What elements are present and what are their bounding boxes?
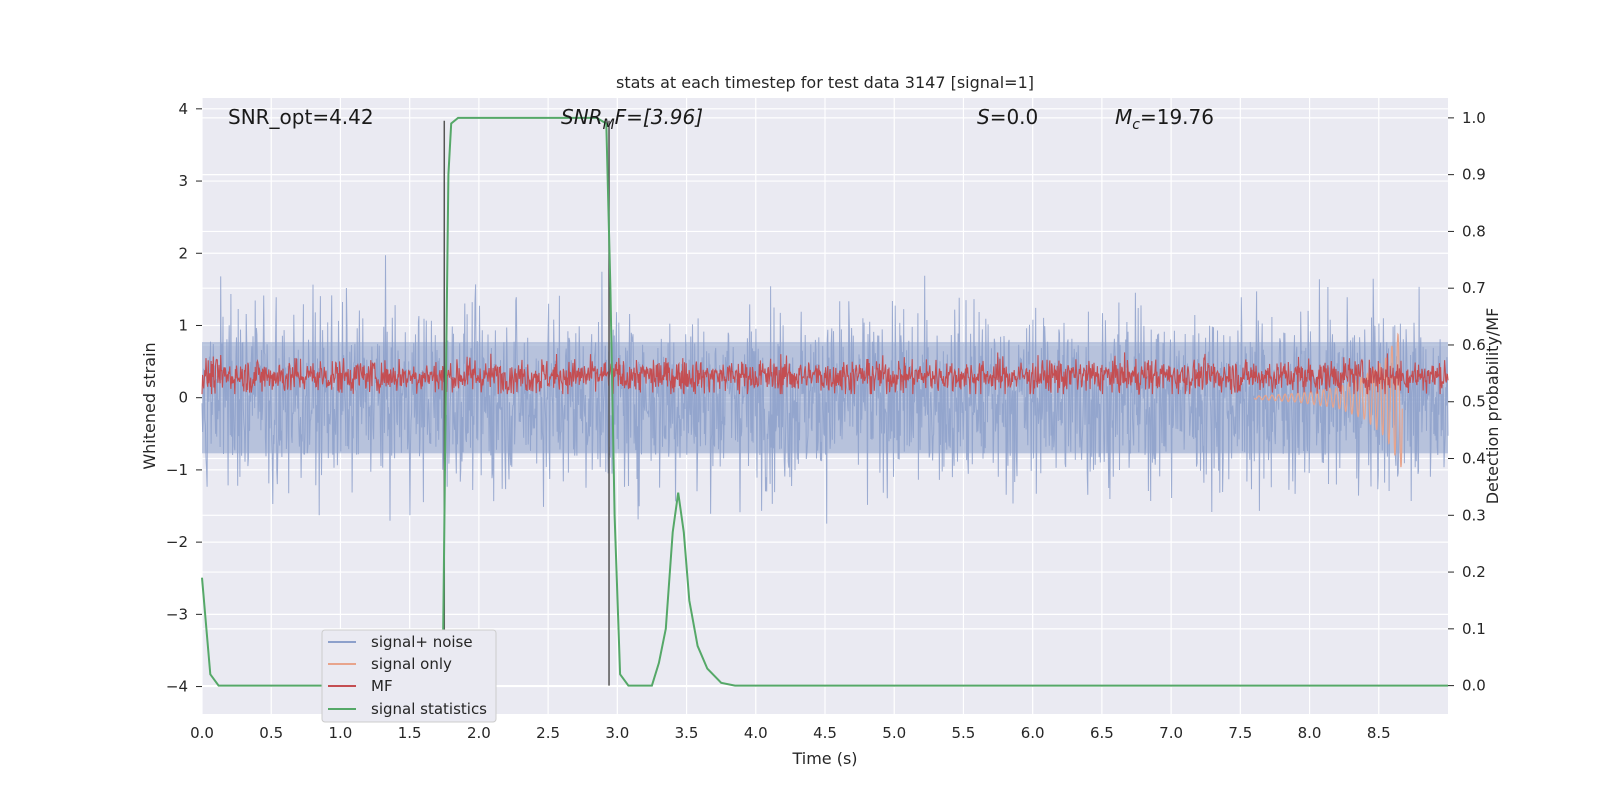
y2-tick-label: 0.8 (1462, 222, 1486, 240)
mf-series (201, 352, 1449, 395)
snr-mf-sub: M (603, 117, 615, 133)
signal-only-line (1253, 332, 1403, 468)
y-tick-label: −4 (166, 678, 188, 696)
legend-label-signal-noise: signal+ noise (371, 633, 473, 651)
s-rest: =0.0 (990, 105, 1039, 129)
signal-noise-series (201, 255, 1449, 524)
mf-line (201, 352, 1449, 395)
y-tick-label: −3 (166, 605, 188, 623)
x-tick-labels: 0.0 0.5 1.0 1.5 2.0 2.5 3.0 3.5 4.0 4.5 5.0 5.5 6.0 6… (190, 724, 1391, 742)
s-annotation: S=0.0 (977, 105, 1038, 129)
snr-mf-letter: F=[3.96] (615, 105, 703, 129)
s-main: S (977, 105, 990, 129)
x-tick-label: 1.5 (398, 724, 422, 742)
y-tick-label: −2 (166, 533, 188, 551)
snr-mf-annotation: SNRMF=[3.96] (561, 105, 703, 133)
y-axis-label: Whitened strain (140, 342, 159, 469)
y-tick-label: 4 (178, 100, 188, 118)
x-tick-label: 7.0 (1159, 724, 1183, 742)
x-tick-label: 6.5 (1090, 724, 1114, 742)
snr-mf-main: SNR (561, 105, 603, 129)
snr-opt-annotation: SNR_opt=4.42 (228, 105, 374, 129)
legend-label-signal-only: signal only (371, 655, 452, 673)
y2-tick-label: 0.6 (1462, 336, 1486, 354)
x-tick-label: 2.5 (536, 724, 560, 742)
y2-tick-label: 1.0 (1462, 109, 1486, 127)
legend-label-mf: MF (371, 677, 393, 695)
x-tick-label: 1.0 (329, 724, 353, 742)
y2-tick-label: 0.2 (1462, 563, 1486, 581)
y-tick-label: 3 (178, 172, 188, 190)
mc-sub: c (1132, 117, 1140, 133)
mc-main: M (1115, 105, 1132, 129)
y-tick-label: 2 (178, 244, 188, 262)
signal-only-series (1253, 332, 1403, 468)
x-tick-label: 3.0 (605, 724, 629, 742)
x-tick-label: 4.5 (813, 724, 837, 742)
y-tick-label: 0 (178, 389, 188, 407)
y2-axis-label: Detection probability/MF (1483, 308, 1502, 505)
y-tick-label: −1 (166, 461, 188, 479)
x-tick-label: 0.0 (190, 724, 214, 742)
x-tick-label: 6.0 (1021, 724, 1045, 742)
x-tick-label: 4.0 (744, 724, 768, 742)
x-tick-label: 3.5 (675, 724, 699, 742)
y2-tick-label: 0.9 (1462, 166, 1486, 184)
y-tick-label: 1 (178, 316, 188, 334)
signal-noise-core (202, 342, 1448, 454)
x-tick-label: 2.0 (467, 724, 491, 742)
x-tick-label: 0.5 (259, 724, 283, 742)
x-tick-label: 8.5 (1367, 724, 1391, 742)
legend: signal+ noise signal only MF signal stat… (321, 629, 497, 723)
y2-tick-label: 0.4 (1462, 450, 1486, 468)
mc-rest: =19.76 (1140, 105, 1214, 129)
y-tick-labels: −4 −3 −2 −1 0 1 2 3 4 (166, 100, 202, 696)
x-tick-label: 5.0 (882, 724, 906, 742)
x-tick-label: 7.5 (1228, 724, 1252, 742)
y2-tick-label: 0.3 (1462, 506, 1486, 524)
chart-title: stats at each timestep for test data 314… (616, 73, 1034, 92)
y2-tick-label: 0.5 (1462, 393, 1486, 411)
y2-tick-label: 0.1 (1462, 620, 1486, 638)
x-tick-label: 5.5 (952, 724, 976, 742)
y2-tick-label: 0.7 (1462, 279, 1486, 297)
legend-box (321, 629, 497, 723)
legend-label-signal-statistics: signal statistics (371, 700, 487, 718)
mc-annotation: Mc=19.76 (1115, 105, 1214, 133)
y2-tick-label: 0.0 (1462, 677, 1486, 695)
x-axis-label: Time (s) (791, 749, 857, 768)
y2-tick-labels: 0.0 0.1 0.2 0.3 0.4 0.5 0.6 0.7 0.8 0.9 1.0 (1448, 109, 1486, 695)
x-tick-label: 8.0 (1298, 724, 1322, 742)
